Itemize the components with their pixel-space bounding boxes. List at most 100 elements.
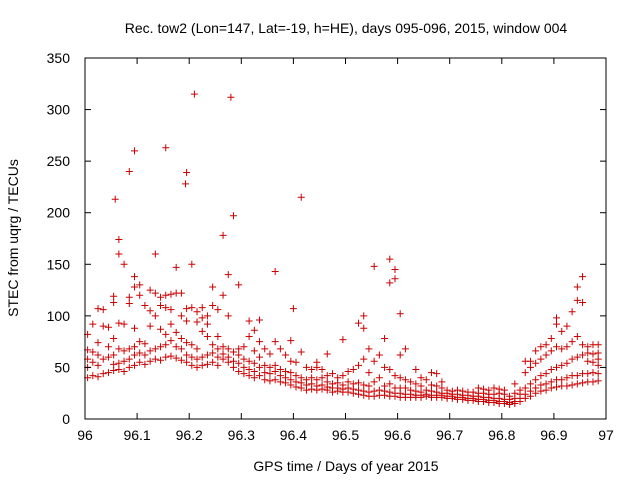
data-point: [141, 360, 149, 368]
data-point: [167, 320, 175, 328]
data-point: [104, 323, 112, 331]
y-axis: 0 50 100 150 200 250 300 350: [47, 50, 606, 427]
data-point: [229, 357, 237, 365]
data-point: [183, 358, 191, 366]
data-point: [375, 386, 383, 394]
data-point: [532, 384, 540, 392]
data-point: [167, 306, 175, 314]
data-point: [162, 341, 170, 349]
data-point: [256, 316, 264, 324]
data-point: [500, 386, 508, 394]
data-point: [547, 384, 555, 392]
data-point: [568, 338, 576, 346]
data-point: [198, 361, 206, 369]
data-point: [318, 365, 326, 373]
data-point: [130, 283, 138, 291]
x-tick-label: 96.7: [436, 427, 463, 443]
data-point: [266, 370, 274, 378]
data-point: [360, 355, 368, 363]
data-point: [375, 351, 383, 359]
data-point: [209, 302, 217, 310]
data-point: [110, 351, 118, 359]
data-point: [573, 380, 581, 388]
data-point: [516, 386, 524, 394]
data-point: [256, 338, 264, 346]
data-point: [151, 355, 159, 363]
data-point: [558, 376, 566, 384]
data-point: [183, 351, 191, 359]
data-point: [323, 372, 331, 380]
data-point: [219, 291, 227, 299]
data-point: [271, 376, 279, 384]
data-point: [214, 361, 222, 369]
data-point: [339, 372, 347, 380]
data-point: [412, 365, 420, 373]
data-point: [339, 336, 347, 344]
data-point: [276, 345, 284, 353]
data-point: [308, 374, 316, 382]
data-point: [573, 283, 581, 291]
data-point: [104, 353, 112, 361]
data-point: [427, 369, 435, 377]
data-point: [563, 374, 571, 382]
data-point: [308, 365, 316, 373]
data-point: [490, 384, 498, 392]
data-point: [141, 340, 149, 348]
data-point: [214, 353, 222, 361]
data-point: [511, 389, 519, 397]
data-point: [454, 386, 462, 394]
data-point: [136, 338, 144, 346]
data-point: [235, 351, 243, 359]
y-tick-label: 50: [54, 359, 70, 375]
data-point: [438, 378, 446, 386]
data-point: [526, 387, 534, 395]
data-point: [104, 343, 112, 351]
data-point: [125, 345, 133, 353]
data-point: [203, 332, 211, 340]
data-point: [313, 382, 321, 390]
data-point: [198, 353, 206, 361]
data-point: [110, 367, 118, 375]
data-point: [219, 350, 227, 358]
data-point: [203, 320, 211, 328]
data-point: [250, 326, 258, 334]
data-point: [271, 268, 279, 276]
data-point: [584, 370, 592, 378]
data-point: [193, 345, 201, 353]
data-point: [334, 374, 342, 382]
data-point: [521, 369, 529, 377]
data-point: [245, 357, 253, 365]
data-point: [302, 376, 310, 384]
data-point: [360, 324, 368, 332]
data-point: [167, 352, 175, 360]
data-point: [198, 304, 206, 312]
data-point: [198, 327, 206, 335]
data-point: [537, 372, 545, 380]
data-point: [386, 388, 394, 396]
data-point: [162, 304, 170, 312]
data-point: [120, 320, 128, 328]
data-point: [526, 363, 534, 371]
data-point: [568, 381, 576, 389]
data-point: [589, 378, 597, 386]
y-tick-label: 250: [47, 153, 71, 169]
data-point: [558, 327, 566, 335]
data-point: [125, 355, 133, 363]
data-point: [224, 312, 232, 320]
data-point: [532, 376, 540, 384]
data-point: [227, 93, 235, 101]
y-axis-label: STEC from uqrg / TECUs: [5, 159, 21, 317]
data-point: [183, 317, 191, 325]
data-point: [141, 351, 149, 359]
data-point: [162, 144, 170, 152]
data-point: [162, 353, 170, 361]
data-point: [256, 363, 264, 371]
data-point: [224, 345, 232, 353]
data-point: [151, 312, 159, 320]
data-point: [115, 365, 123, 373]
data-point: [130, 343, 138, 351]
data-point: [370, 357, 378, 365]
data-point: [573, 353, 581, 361]
data-point: [381, 382, 389, 390]
x-tick-label: 97: [598, 427, 614, 443]
